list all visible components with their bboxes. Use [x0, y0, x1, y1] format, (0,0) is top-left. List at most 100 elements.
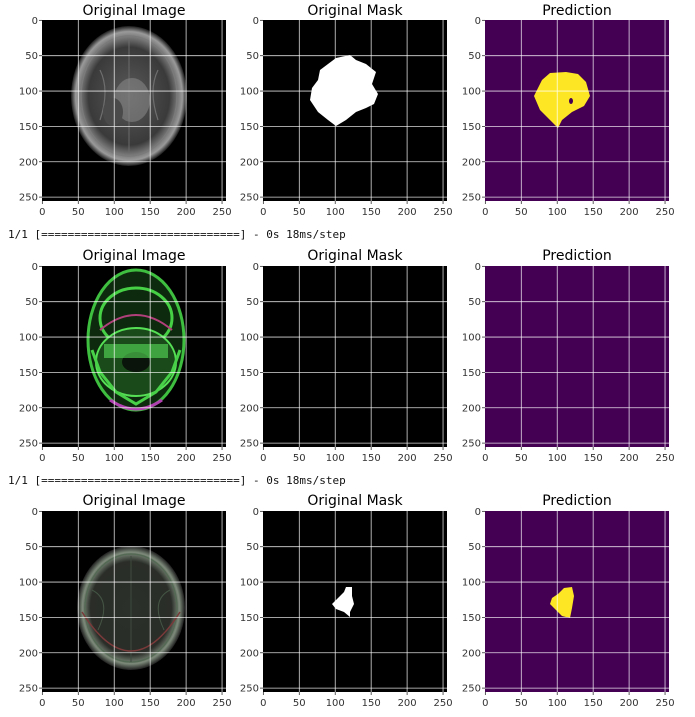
y-tick-label: 100	[240, 578, 259, 589]
y-tick-label: 250	[240, 684, 259, 695]
mask-region	[332, 587, 354, 617]
panel-background	[263, 266, 447, 447]
mri-image-brain-top	[77, 546, 185, 670]
x-tick-label: 150	[141, 698, 160, 709]
y-tick-label: 50	[25, 542, 38, 553]
x-tick-label: 100	[105, 453, 124, 464]
y-tick-label: 50	[246, 297, 259, 308]
y-tick-label: 50	[468, 542, 481, 553]
y-tick-label: 0	[475, 16, 481, 27]
panel-title: Prediction	[542, 493, 612, 509]
x-tick-label: 150	[584, 453, 603, 464]
x-tick-label: 200	[398, 207, 417, 218]
x-tick-label: 50	[515, 207, 528, 218]
x-tick-label: 50	[72, 698, 85, 709]
x-tick-label: 50	[293, 453, 306, 464]
y-tick-label: 0	[253, 262, 259, 273]
y-tick-label: 150	[240, 613, 259, 624]
original-mask-panel	[263, 511, 447, 692]
original-image-panel	[42, 266, 226, 447]
y-tick-label: 250	[462, 439, 481, 450]
x-tick-label: 250	[656, 453, 675, 464]
grid-lines	[42, 20, 226, 201]
x-tick-label: 50	[293, 207, 306, 218]
y-tick-label: 250	[19, 439, 38, 450]
x-tick-label: 100	[105, 698, 124, 709]
y-tick-label: 150	[19, 368, 38, 379]
x-tick-label: 250	[434, 698, 453, 709]
panel-background	[485, 20, 669, 201]
x-tick-label: 200	[398, 698, 417, 709]
y-tick-label: 0	[475, 507, 481, 518]
x-tick-label: 0	[39, 698, 45, 709]
panel-title: Original Mask	[307, 493, 403, 509]
prediction-panel	[485, 266, 669, 447]
row-2: Original Image Original Mask Prediction	[42, 248, 669, 447]
x-tick-label: 50	[293, 698, 306, 709]
x-tick-label: 0	[482, 207, 488, 218]
y-tick-label: 250	[19, 193, 38, 204]
prediction-panel	[485, 511, 669, 692]
x-tick-label: 250	[656, 207, 675, 218]
y-tick-label: 200	[19, 403, 38, 414]
original-image-panel	[42, 20, 226, 201]
y-tick-label: 100	[19, 87, 38, 98]
x-tick-label: 200	[177, 698, 196, 709]
x-tick-label: 200	[620, 698, 639, 709]
y-tick-label: 100	[19, 333, 38, 344]
y-tick-label: 100	[462, 87, 481, 98]
y-tick-label: 200	[462, 157, 481, 168]
panel-background	[485, 266, 669, 447]
x-tick-label: 250	[213, 207, 232, 218]
x-tick-label: 200	[398, 453, 417, 464]
y-tick-label: 150	[240, 368, 259, 379]
x-tick-label: 100	[326, 207, 345, 218]
y-tick-label: 0	[253, 16, 259, 27]
grid-lines	[485, 20, 669, 201]
x-tick-label: 0	[260, 207, 266, 218]
x-tick-label: 100	[326, 453, 345, 464]
x-tick-label: 150	[584, 698, 603, 709]
y-tick-label: 150	[19, 122, 38, 133]
y-tick-label: 150	[240, 122, 259, 133]
y-tick-label: 250	[240, 439, 259, 450]
prediction-region	[550, 587, 574, 618]
mask-region	[310, 55, 378, 126]
panel-title: Prediction	[542, 3, 612, 19]
panel-title: Prediction	[542, 248, 612, 264]
mri-image-head	[86, 268, 186, 412]
x-tick-label: 200	[620, 207, 639, 218]
original-image-panel	[42, 511, 226, 692]
x-tick-label: 0	[482, 453, 488, 464]
x-tick-label: 100	[326, 698, 345, 709]
x-tick-label: 200	[177, 207, 196, 218]
y-tick-label: 50	[25, 297, 38, 308]
y-tick-label: 50	[25, 51, 38, 62]
grid-lines	[485, 511, 669, 692]
y-tick-label: 50	[246, 51, 259, 62]
row-3: Original Image Original Mask Prediction	[42, 493, 669, 692]
panel-title: Original Mask	[307, 248, 403, 264]
prediction-panel	[485, 20, 669, 201]
x-tick-label: 100	[548, 453, 567, 464]
x-tick-label: 150	[584, 207, 603, 218]
grid-lines	[263, 20, 447, 201]
log-line: 1/1 [==============================] - 0…	[8, 474, 346, 487]
y-tick-label: 50	[246, 542, 259, 553]
x-tick-label: 150	[141, 207, 160, 218]
x-tick-label: 250	[213, 698, 232, 709]
y-tick-label: 0	[32, 507, 38, 518]
y-tick-label: 100	[240, 333, 259, 344]
y-tick-label: 150	[19, 613, 38, 624]
grid-lines	[263, 511, 447, 692]
original-mask-panel	[263, 266, 447, 447]
y-tick-label: 150	[462, 368, 481, 379]
y-tick-label: 50	[468, 51, 481, 62]
x-tick-label: 250	[656, 698, 675, 709]
y-tick-label: 200	[462, 648, 481, 659]
x-tick-label: 0	[482, 698, 488, 709]
y-tick-label: 50	[468, 297, 481, 308]
x-tick-label: 200	[620, 453, 639, 464]
original-mask-panel	[263, 20, 447, 201]
